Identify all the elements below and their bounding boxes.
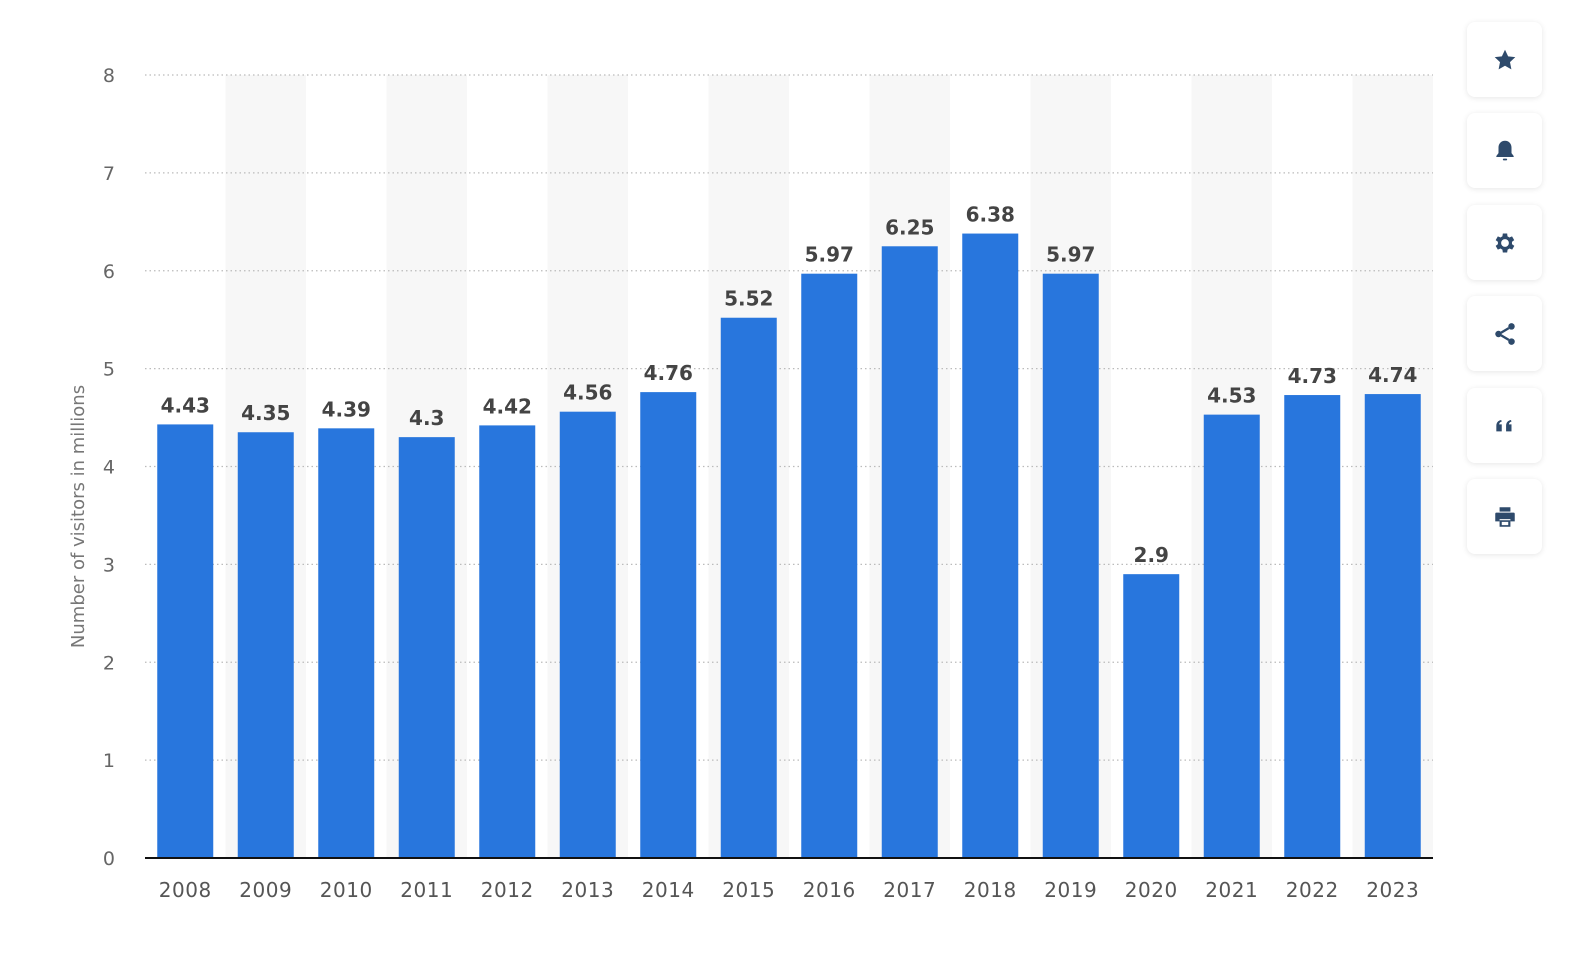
x-tick-label: 2012 — [481, 878, 534, 902]
quote-icon — [1492, 413, 1518, 439]
y-tick-label: 0 — [103, 848, 115, 870]
data-label: 4.76 — [644, 361, 693, 385]
bar-2008[interactable] — [157, 424, 214, 858]
gear-icon — [1492, 230, 1518, 256]
data-label: 4.43 — [161, 393, 210, 417]
data-label: 4.39 — [322, 397, 371, 421]
x-tick-label: 2019 — [1044, 878, 1097, 902]
x-tick-label: 2021 — [1205, 878, 1258, 902]
bar-2010[interactable] — [318, 428, 375, 858]
data-label: 4.73 — [1288, 364, 1337, 388]
data-label: 5.97 — [805, 243, 854, 267]
x-tick-label: 2022 — [1286, 878, 1339, 902]
data-label: 5.52 — [724, 287, 773, 311]
y-tick-label: 6 — [103, 261, 115, 283]
citation-button[interactable] — [1467, 388, 1542, 463]
bar-2012[interactable] — [479, 425, 536, 858]
y-tick-label: 2 — [103, 652, 115, 674]
bell-icon — [1492, 138, 1518, 164]
data-label: 4.35 — [241, 401, 290, 425]
star-icon — [1492, 47, 1518, 73]
notification-button[interactable] — [1467, 113, 1542, 188]
x-tick-label: 2015 — [722, 878, 775, 902]
share-icon — [1492, 321, 1518, 347]
data-label: 4.3 — [409, 406, 444, 430]
bar-2023[interactable] — [1364, 394, 1421, 858]
bar-2015[interactable] — [720, 317, 777, 859]
x-tick-label: 2016 — [803, 878, 856, 902]
data-label: 4.56 — [563, 381, 612, 405]
share-button[interactable] — [1467, 296, 1542, 371]
bar-2018[interactable] — [962, 233, 1019, 858]
data-label: 6.25 — [885, 215, 934, 239]
x-tick-label: 2020 — [1125, 878, 1178, 902]
bar-2019[interactable] — [1042, 273, 1099, 858]
data-label: 5.97 — [1046, 243, 1095, 267]
data-label: 4.53 — [1207, 384, 1256, 408]
data-label: 4.42 — [483, 394, 532, 418]
bar-2020[interactable] — [1123, 574, 1180, 858]
chart-area: 0 1 2 3 4 5 6 7 8 4.43 2008 4.35 2009 4.39 2010 4.3 2011… — [68, 65, 1433, 902]
printer-icon — [1492, 504, 1518, 530]
data-label: 4.74 — [1368, 363, 1417, 387]
bar-2009[interactable] — [237, 432, 294, 858]
bar-chart: 0 1 2 3 4 5 6 7 8 4.43 2008 4.35 2009 4.39 2010 4.3 2011… — [68, 65, 1433, 902]
print-button[interactable] — [1467, 479, 1542, 554]
x-tick-label: 2023 — [1366, 878, 1419, 902]
bar-2011[interactable] — [398, 437, 455, 858]
y-tick-label: 3 — [103, 554, 115, 576]
x-tick-label: 2017 — [883, 878, 936, 902]
x-tick-label: 2011 — [400, 878, 453, 902]
bar-2013[interactable] — [559, 411, 616, 858]
bar-2022[interactable] — [1284, 395, 1341, 858]
x-tick-label: 2010 — [320, 878, 373, 902]
y-tick-label: 8 — [103, 65, 115, 87]
x-tick-label: 2018 — [964, 878, 1017, 902]
data-label: 2.9 — [1134, 543, 1169, 567]
x-tick-label: 2013 — [561, 878, 614, 902]
y-axis-title: Number of visitors in millions — [68, 385, 89, 648]
data-label: 6.38 — [966, 203, 1015, 227]
x-tick-label: 2009 — [239, 878, 292, 902]
bar-2016[interactable] — [801, 273, 858, 858]
bar-2017[interactable] — [881, 246, 938, 858]
bar-2021[interactable] — [1203, 414, 1260, 858]
y-tick-label: 4 — [103, 457, 115, 479]
settings-button[interactable] — [1467, 205, 1542, 280]
y-tick-label: 7 — [103, 163, 115, 185]
x-tick-label: 2014 — [642, 878, 695, 902]
favorite-button[interactable] — [1467, 22, 1542, 97]
bar-2014[interactable] — [640, 392, 697, 858]
x-tick-label: 2008 — [159, 878, 212, 902]
y-tick-label: 1 — [103, 750, 115, 772]
y-tick-label: 5 — [103, 359, 115, 381]
